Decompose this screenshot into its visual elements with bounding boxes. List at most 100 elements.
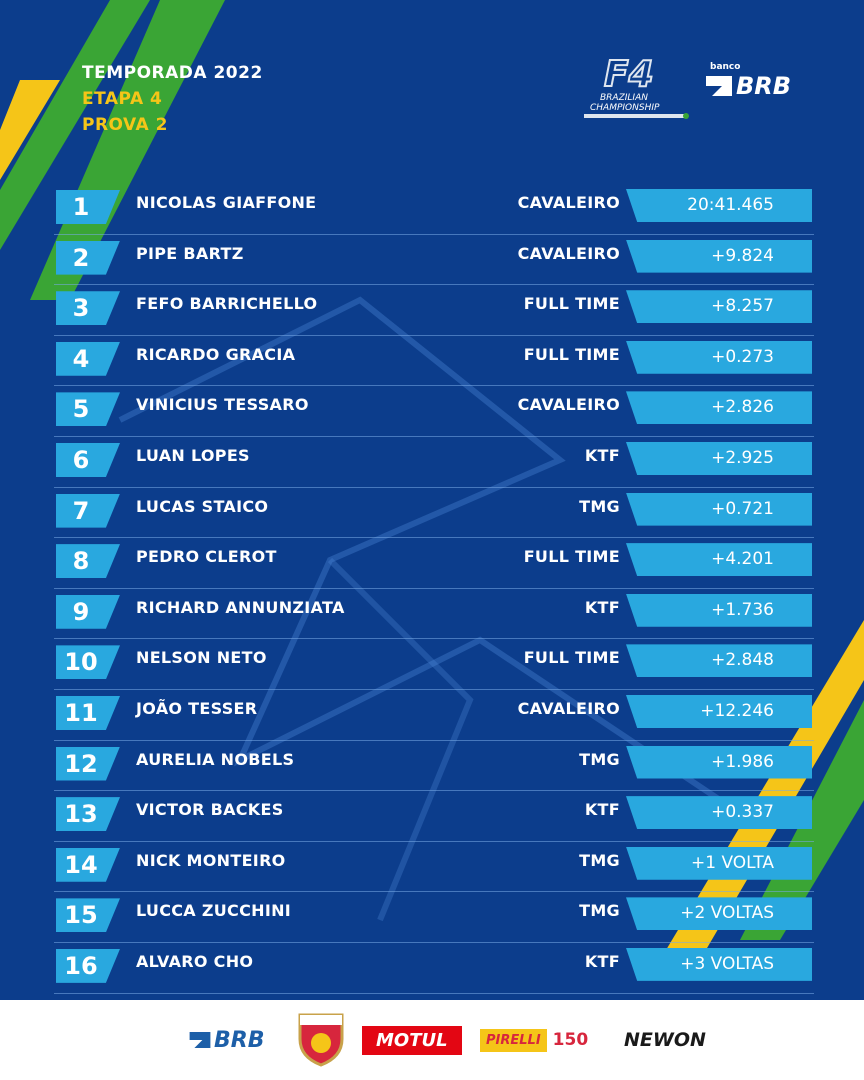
time-gap: +3 VOLTAS (680, 953, 774, 974)
row-divider (54, 537, 814, 539)
row-divider (54, 385, 814, 387)
time-badge (626, 897, 812, 931)
team-name: FULL TIME (523, 344, 620, 364)
driver-name: NICK MONTEIRO (136, 850, 286, 870)
team-name: CAVALEIRO (517, 243, 620, 263)
row-divider (54, 790, 814, 792)
driver-name: FEFO BARRICHELLO (136, 294, 318, 314)
time-badge (626, 745, 812, 779)
f4-subtitle: BRAZILIAN (600, 93, 648, 103)
position-number: 14 (64, 850, 98, 879)
row-divider (54, 284, 814, 286)
row-divider (54, 334, 814, 336)
position-number: 15 (64, 901, 98, 930)
row-divider (54, 891, 814, 893)
team-name: KTF (584, 445, 620, 465)
row-divider (54, 840, 814, 842)
team-name: KTF (584, 951, 620, 971)
result-row: 15 LUCCA ZUCCHINI TMG +2 VOLTAS (54, 896, 814, 947)
time-badge (626, 290, 812, 324)
row-divider (54, 992, 814, 994)
sponsor-bar: BRB MOTUL PIRELLI 150 NEWON (0, 1000, 864, 1080)
result-row: 10 NELSON NETO FULL TIME +2.848 (54, 643, 814, 694)
sponsor-abarth (296, 1008, 346, 1068)
f4-underline (584, 114, 684, 118)
time-gap: +0.273 (711, 346, 774, 367)
position-number: 11 (64, 698, 98, 727)
race-label: PROVA 2 (82, 115, 168, 135)
team-name: FULL TIME (523, 547, 620, 567)
result-row: 13 VICTOR BACKES KTF +0.337 (54, 795, 814, 846)
driver-name: RICARDO GRACIA (136, 344, 296, 364)
result-row: 5 VINICIUS TESSARO CAVALEIRO +2.826 (54, 390, 814, 441)
newon-logo: NEWON (624, 1029, 706, 1051)
result-row: 12 AURELIA NOBELS TMG +1.986 (54, 745, 814, 796)
row-divider (54, 739, 814, 741)
time-badge (626, 694, 812, 728)
time-badge (626, 391, 812, 425)
position-number: 12 (64, 749, 98, 778)
brb-arrow-icon (706, 76, 732, 96)
yellow-stripe-left (0, 80, 60, 180)
driver-name: NELSON NETO (136, 648, 267, 668)
driver-name: AURELIA NOBELS (136, 749, 295, 769)
team-name: FULL TIME (523, 648, 620, 668)
motul-logo: MOTUL (362, 1025, 462, 1055)
time-gap: +2.925 (711, 447, 774, 468)
row-divider (54, 688, 814, 690)
result-row: 8 PEDRO CLEROT FULL TIME +4.201 (54, 542, 814, 593)
time-gap: +4.201 (711, 549, 774, 570)
result-row: 11 JOÃO TESSER CAVALEIRO +12.246 (54, 694, 814, 745)
pirelli-150: 150 (552, 1030, 589, 1050)
season-title: TEMPORADA 2022 (82, 63, 263, 83)
row-divider (54, 233, 814, 235)
team-name: TMG (579, 850, 620, 870)
team-name: KTF (584, 800, 620, 820)
result-row: 4 RICARDO GRACIA FULL TIME +0.273 (54, 340, 814, 391)
sponsor-motul: MOTUL (362, 1020, 462, 1060)
driver-name: JOÃO TESSER (136, 698, 258, 718)
time-gap: +12.246 (700, 700, 774, 721)
row-divider (54, 941, 814, 943)
position-number: 7 (72, 496, 90, 525)
team-name: CAVALEIRO (517, 193, 620, 212)
time-badge (626, 441, 812, 475)
pirelli-logo: PIRELLI (480, 1028, 547, 1052)
driver-name: RICHARD ANNUNZIATA (136, 597, 345, 617)
brb-arrow-icon (189, 1032, 211, 1048)
green-stripe-left (30, 0, 225, 300)
position-number: 6 (72, 445, 90, 474)
driver-name: VINICIUS TESSARO (136, 395, 309, 415)
team-name: TMG (579, 901, 620, 921)
time-gap: +2 VOLTAS (680, 903, 774, 924)
driver-name: ALVARO CHO (136, 951, 254, 971)
time-gap: +0.721 (711, 498, 774, 519)
driver-name: LUAN LOPES (136, 445, 250, 465)
time-badge (626, 239, 812, 273)
results-panel: TEMPORADA 2022 ETAPA 4 PROVA 2 F4 BRAZIL… (0, 0, 864, 1000)
result-row: 6 LUAN LOPES KTF +2.925 (54, 441, 814, 492)
team-name: TMG (579, 749, 620, 769)
position-number: 16 (64, 951, 98, 980)
sponsor-brb-label: BRB (214, 1027, 265, 1053)
time-badge (626, 846, 812, 880)
driver-name: NICOLAS GIAFFONE (136, 193, 317, 212)
time-badge (626, 189, 812, 222)
f4-subtitle-2: CHAMPIONSHIP (590, 103, 660, 113)
position-number: 3 (72, 294, 90, 323)
f4-championship-logo: F4 BRAZILIAN CHAMPIONSHIP (584, 53, 689, 119)
position-number: 8 (72, 547, 90, 576)
position-number: 2 (72, 243, 90, 272)
team-name: TMG (579, 496, 620, 516)
team-name: KTF (584, 597, 620, 617)
result-row: 14 NICK MONTEIRO TMG +1 VOLTA (54, 846, 814, 897)
time-badge (626, 796, 812, 830)
time-badge (626, 644, 812, 678)
time-gap: +8.257 (711, 296, 774, 317)
sponsor-pirelli: PIRELLI 150 (480, 1020, 588, 1060)
time-gap: +1 VOLTA (691, 852, 774, 873)
results-table: 1 NICOLAS GIAFFONE CAVALEIRO 20:41.465 2 PIPE… (54, 188, 814, 998)
row-divider (54, 638, 814, 640)
time-gap: +9.824 (711, 245, 774, 266)
